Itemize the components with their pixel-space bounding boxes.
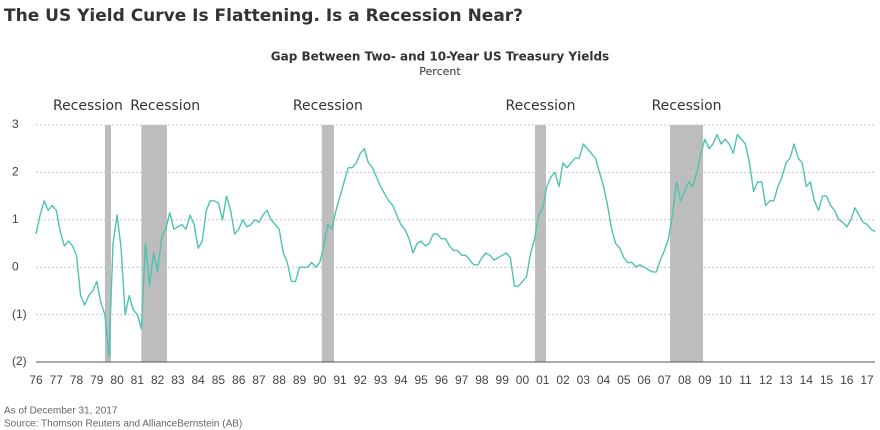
recession-label: Recession (293, 98, 363, 114)
recession-band (670, 125, 704, 362)
x-tick-label: 03 (577, 373, 591, 387)
x-tick-label: 15 (820, 373, 834, 387)
x-tick-label: 85 (212, 373, 226, 387)
x-tick-label: 82 (151, 373, 165, 387)
recession-label: Recession (130, 98, 200, 114)
x-tick-label: 93 (374, 373, 388, 387)
note: Source: Thomson Reuters and AllianceBern… (4, 419, 242, 430)
x-tick-label: 06 (637, 373, 651, 387)
y-tick-label: 3 (12, 117, 19, 131)
x-tick-label: 88 (273, 373, 287, 387)
x-tick-label: 92 (354, 373, 368, 387)
x-tick-label: 79 (90, 373, 104, 387)
x-tick-label: 11 (739, 373, 752, 387)
x-tick-label: 99 (496, 373, 510, 387)
x-tick-label: 05 (617, 373, 631, 387)
x-tick-label: 16 (840, 373, 854, 387)
x-tick-label: 95 (414, 373, 428, 387)
x-tick-label: 02 (556, 373, 570, 387)
x-tick-label: 83 (171, 373, 185, 387)
y-tick-label: 0 (12, 259, 19, 273)
y-tick-label: 2 (12, 165, 19, 179)
x-tick-label: 77 (50, 373, 64, 387)
y-tick-label: (2) (12, 354, 27, 368)
x-tick-label: 76 (29, 373, 43, 387)
recession-label: Recession (506, 98, 576, 114)
x-tick-label: 94 (394, 373, 408, 387)
x-tick-label: 01 (536, 373, 550, 387)
x-tick-label: 84 (191, 373, 205, 387)
x-tick-label: 81 (131, 373, 145, 387)
chart-title: The US Yield Curve Is Flattening. Is a R… (4, 6, 523, 26)
x-tick-label: 12 (759, 373, 773, 387)
x-tick-label: 04 (597, 373, 611, 387)
x-tick-label: 90 (313, 373, 327, 387)
x-tick-label: 78 (70, 373, 84, 387)
recession-label: Recession (53, 98, 123, 114)
x-tick-label: 91 (333, 373, 347, 387)
x-tick-label: 13 (779, 373, 793, 387)
x-tick-label: 08 (678, 373, 692, 387)
x-tick-label: 98 (475, 373, 489, 387)
x-tick-label: 80 (110, 373, 124, 387)
x-tick-label: 89 (293, 373, 307, 387)
y-tick-label: 1 (12, 212, 19, 226)
recession-band (321, 125, 334, 362)
y-tick-label: (1) (12, 307, 27, 321)
x-tick-label: 87 (252, 373, 266, 387)
recession-band (104, 125, 111, 362)
recession-label: Recession (652, 98, 722, 114)
recession-band (535, 125, 546, 362)
chart-subtitle: Gap Between Two- and 10-Year US Treasury… (271, 50, 609, 64)
x-tick-label: 09 (698, 373, 712, 387)
x-tick-label: 86 (232, 373, 246, 387)
x-tick-label: 14 (800, 373, 814, 387)
y-axis-label: Percent (419, 65, 461, 78)
data-line (35, 133, 876, 358)
x-tick-label: 00 (516, 373, 530, 387)
x-tick-label: 96 (435, 373, 449, 387)
x-tick-label: 97 (455, 373, 469, 387)
note: As of December 31, 2017 (4, 406, 118, 417)
x-tick-label: 10 (719, 373, 733, 387)
x-tick-label: 17 (860, 373, 874, 387)
x-tick-label: 07 (658, 373, 672, 387)
